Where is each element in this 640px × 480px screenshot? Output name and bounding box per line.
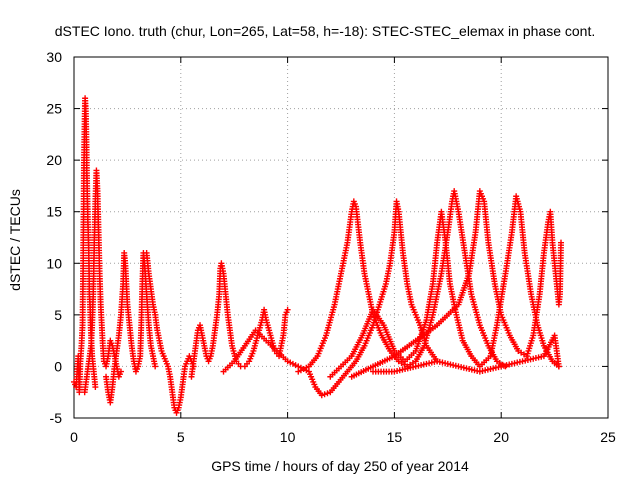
data-point (318, 392, 325, 399)
data-point (284, 306, 291, 313)
x-tick-labels: 0 5 10 15 20 25 (70, 429, 616, 445)
x-tick-label: 20 (493, 429, 509, 445)
data-point (152, 363, 159, 370)
x-tick-label: 25 (600, 429, 616, 445)
data-marks (71, 95, 565, 416)
data-point (117, 368, 124, 375)
y-tick-label: 25 (46, 101, 62, 117)
y-tick-label: 15 (46, 204, 62, 220)
x-tick-label: 5 (177, 429, 185, 445)
chart-title: dSTEC Iono. truth (chur, Lon=265, Lat=58… (55, 23, 595, 39)
y-tick-label: 0 (54, 358, 62, 374)
x-tick-label: 15 (387, 429, 403, 445)
x-tick-label: 0 (70, 429, 78, 445)
data-point (558, 239, 565, 246)
data-point (321, 391, 328, 398)
plot-frame (73, 56, 609, 419)
x-axis-title: GPS time / hours of day 250 of year 2014 (211, 458, 469, 474)
y-tick-label: -5 (50, 410, 63, 426)
axis-ticks (73, 56, 609, 419)
y-tick-label: 5 (54, 307, 62, 323)
x-tick-label: 10 (280, 429, 296, 445)
data-point (92, 384, 99, 391)
y-axis-title: dSTEC / TECUs (7, 189, 23, 291)
data-point (555, 363, 562, 370)
y-tick-label: 20 (46, 152, 62, 168)
y-tick-label: 30 (46, 49, 62, 65)
y-tick-labels: -5 0 5 10 15 20 25 30 (46, 49, 62, 426)
y-tick-label: 10 (46, 255, 62, 271)
data-point (324, 390, 331, 397)
